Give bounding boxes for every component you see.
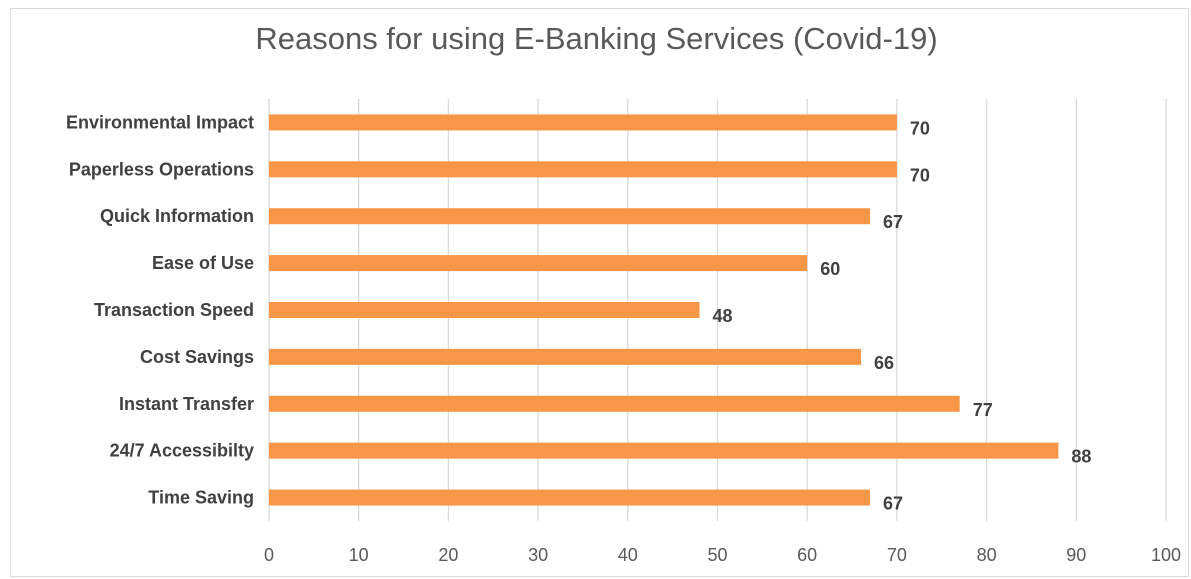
bar — [269, 208, 870, 225]
x-tick-label: 50 — [707, 545, 727, 565]
category-label: 24/7 Accessibilty — [110, 441, 254, 461]
value-label: 48 — [713, 306, 733, 326]
value-label: 70 — [910, 165, 930, 185]
x-tick-label: 100 — [1151, 545, 1181, 565]
bar — [269, 255, 808, 272]
category-label: Time Saving — [148, 488, 254, 508]
value-label: 60 — [820, 259, 840, 279]
bar — [269, 302, 700, 318]
value-label: 88 — [1071, 447, 1091, 467]
value-label: 77 — [973, 400, 993, 420]
bar — [269, 395, 960, 412]
x-tick-label: 40 — [618, 545, 638, 565]
x-tick-label: 70 — [887, 545, 907, 565]
value-label: 67 — [883, 212, 903, 232]
category-label: Environmental Impact — [66, 112, 254, 132]
category-labels: Environmental Impact Paperless Operations… — [66, 112, 254, 507]
category-label: Ease of Use — [152, 253, 254, 273]
bar-chart: Environmental Impact Paperless Operations… — [66, 99, 1181, 565]
category-label: Paperless Operations — [69, 159, 254, 179]
bar — [269, 161, 897, 178]
value-labels: 70 70 67 60 48 66 77 88 67 — [713, 118, 1092, 513]
x-tick-label: 30 — [528, 545, 548, 565]
x-axis-tick-labels: 0 10 20 30 40 50 60 70 80 90 100 — [264, 545, 1181, 565]
bar — [269, 489, 870, 506]
x-tick-label: 90 — [1066, 545, 1086, 565]
x-tick-label: 10 — [349, 545, 369, 565]
category-label: Quick Information — [100, 206, 254, 226]
bar — [269, 348, 862, 365]
value-label: 67 — [883, 494, 903, 514]
category-label: Transaction Speed — [94, 300, 254, 320]
x-tick-label: 60 — [797, 545, 817, 565]
category-label: Cost Savings — [140, 347, 254, 367]
bar — [269, 114, 897, 131]
bars — [269, 114, 1059, 506]
chart-title: Reasons for using E-Banking Services (Co… — [255, 21, 938, 56]
bar — [269, 442, 1059, 459]
x-tick-label: 80 — [977, 545, 997, 565]
value-label: 66 — [874, 353, 894, 373]
value-label: 70 — [910, 118, 930, 138]
x-tick-label: 0 — [264, 545, 274, 565]
chart-frame: Reasons for using E-Banking Services (Co… — [10, 8, 1189, 577]
category-label: Instant Transfer — [119, 394, 254, 414]
x-tick-label: 20 — [438, 545, 458, 565]
